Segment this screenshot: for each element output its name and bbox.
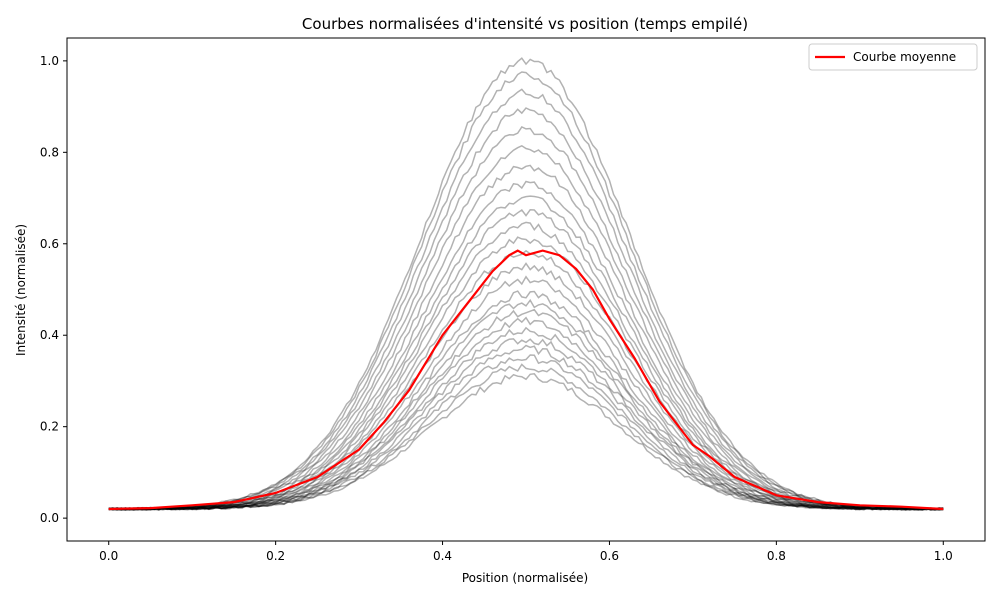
x-tick-label: 0.4 [433, 549, 452, 563]
stacked-curve [108, 71, 944, 511]
y-tick-label: 1.0 [40, 54, 59, 68]
stacked-curve [108, 275, 944, 511]
plot-frame [66, 37, 986, 542]
y-tick-label: 0.8 [40, 145, 59, 159]
stacked-curve [108, 180, 944, 511]
y-tick-label: 0.0 [40, 511, 59, 525]
x-axis-title: Position (normalisée) [462, 571, 588, 585]
legend-label: Courbe moyenne [853, 50, 956, 64]
stacked-curve [108, 354, 944, 511]
mean-curve-layer [108, 249, 944, 511]
y-tick-label: 0.4 [40, 328, 59, 342]
stacked-curve [108, 363, 944, 511]
stacked-curve [108, 208, 944, 511]
mean-curve-line [108, 249, 944, 511]
stacked-curve [108, 308, 944, 511]
stacked-curve [108, 344, 944, 511]
x-tick-label: 0.8 [767, 549, 786, 563]
x-tick-label: 0.2 [266, 549, 285, 563]
stacked-curve [108, 298, 944, 511]
stacked-curve [108, 316, 944, 511]
y-axis: 0.0 0.2 0.4 0.6 0.8 1.0 [40, 54, 67, 525]
chart-title: Courbes normalisées d'intensité vs posit… [302, 15, 748, 33]
stacked-curve [108, 373, 944, 511]
y-tick-label: 0.2 [40, 420, 59, 434]
stacked-curve [108, 164, 944, 511]
y-tick-label: 0.6 [40, 237, 59, 251]
stacked-curve [108, 57, 944, 511]
y-axis-title: Intensité (normalisée) [14, 224, 28, 356]
stacked-curve [108, 338, 944, 511]
x-tick-label: 0.0 [99, 549, 118, 563]
stacked-curve [108, 195, 944, 511]
stacked-curve [108, 236, 944, 511]
x-tick-label: 1.0 [934, 549, 953, 563]
stacked-curve [108, 221, 944, 511]
legend: Courbe moyenne [808, 43, 978, 71]
stacked-curve [108, 290, 944, 511]
stacked-curve [108, 262, 944, 511]
stacked-curve [108, 326, 944, 511]
stacked-curve [108, 88, 944, 511]
x-axis: 0.0 0.2 0.4 0.6 0.8 1.0 [99, 541, 953, 563]
stacked-curve [108, 249, 944, 511]
x-tick-label: 0.6 [600, 549, 619, 563]
legend-box [808, 43, 978, 71]
